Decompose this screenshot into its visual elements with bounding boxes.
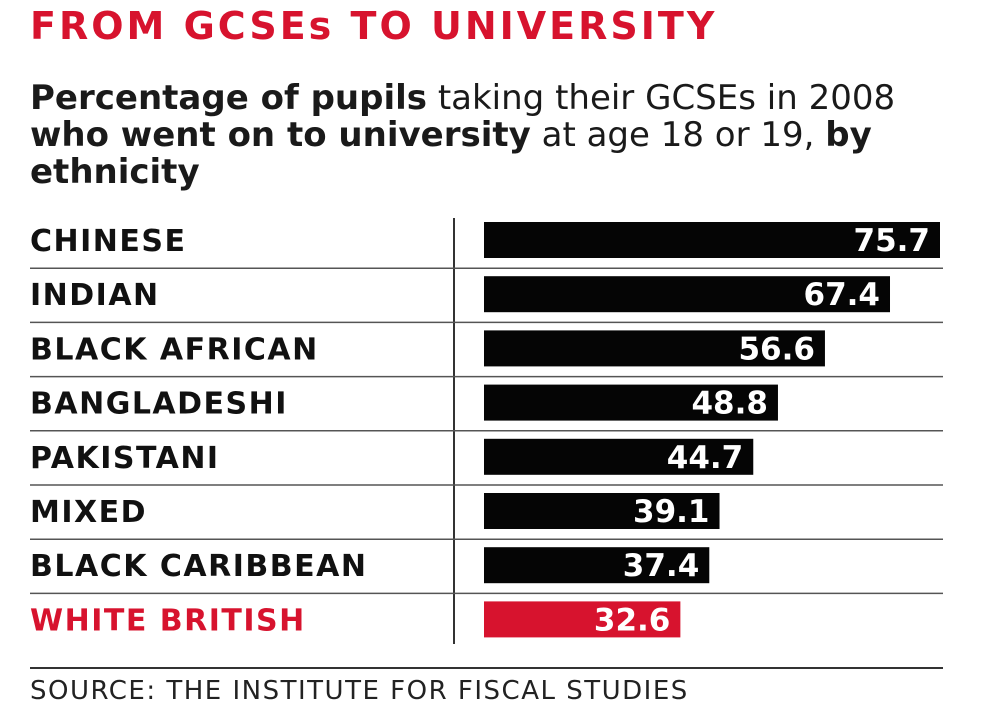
bar-chart: CHINESE 75.7 INDIAN 67.4 BLACK AFRICAN 56.6 BA… <box>30 218 943 644</box>
chart-title: FROM GCSEs TO UNIVERSITY <box>30 4 718 48</box>
subtitle-bold-2: who went on to university <box>30 115 531 155</box>
subtitle-text-2: at age 18 or 19, <box>530 115 826 155</box>
bar-black-african <box>484 330 825 367</box>
category-label-mixed: MIXED <box>30 495 147 530</box>
value-label-pakistani: 44.7 <box>667 440 744 476</box>
bar-mixed <box>484 493 720 529</box>
bar-indian <box>484 276 891 313</box>
category-label-white-british: WHITE BRITISH <box>30 603 306 638</box>
source-note: SOURCE: THE INSTITUTE FOR FISCAL STUDIES <box>30 676 689 706</box>
subtitle-bold-1: Percentage of pupils <box>30 78 428 118</box>
value-label-black-caribbean: 37.4 <box>623 548 700 584</box>
category-label-pakistani: PAKISTANI <box>30 441 220 476</box>
value-label-mixed: 39.1 <box>633 494 710 530</box>
bar-white-british <box>484 601 681 638</box>
category-label-bangladeshi: BANGLADESHI <box>30 387 288 422</box>
subtitle-text-1: taking their GCSEs in 2008 <box>427 78 896 118</box>
value-label-black-african: 56.6 <box>738 331 815 367</box>
bar-chinese <box>484 222 940 258</box>
bar-bangladeshi <box>484 384 778 421</box>
category-label-black-caribbean: BLACK CARIBBEAN <box>30 549 367 584</box>
value-label-chinese: 75.7 <box>854 223 931 259</box>
value-label-indian: 67.4 <box>804 277 881 313</box>
value-label-bangladeshi: 48.8 <box>691 386 768 422</box>
source-divider <box>30 667 943 669</box>
value-label-white-british: 32.6 <box>594 602 671 638</box>
chart-subtitle: Percentage of pupils taking their GCSEs … <box>30 80 960 191</box>
bar-black-caribbean <box>484 547 710 584</box>
subtitle-bold-3: by ethnicity <box>30 115 872 192</box>
category-label-indian: INDIAN <box>30 278 160 313</box>
category-label-black-african: BLACK AFRICAN <box>30 332 319 367</box>
bar-pakistani <box>484 438 754 475</box>
category-label-chinese: CHINESE <box>30 224 187 259</box>
